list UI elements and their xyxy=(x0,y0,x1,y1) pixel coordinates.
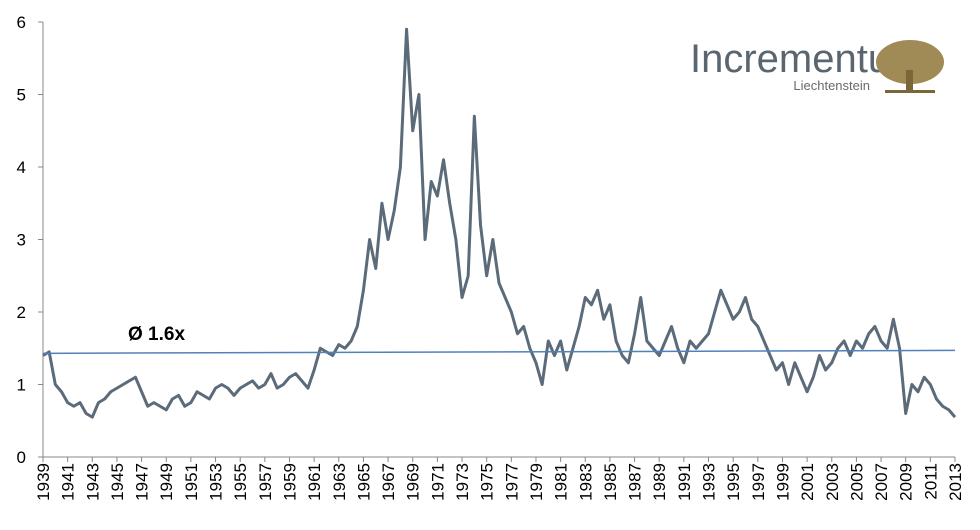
x-tick-label: 1981 xyxy=(552,463,571,501)
x-tick-label: 1995 xyxy=(724,463,743,501)
x-tick-label: 1991 xyxy=(675,463,694,501)
y-tick-label: 2 xyxy=(17,303,26,322)
x-tick-label: 1961 xyxy=(305,463,324,501)
x-tick-label: 1985 xyxy=(601,463,620,501)
annotation: Ø 1.6x xyxy=(128,324,185,345)
x-tick-label: 1977 xyxy=(502,463,521,501)
x-tick-label: 1941 xyxy=(59,463,78,501)
y-tick-label: 4 xyxy=(17,158,26,177)
y-tick-label: 5 xyxy=(17,86,26,105)
x-tick-label: 1967 xyxy=(379,463,398,501)
y-tick-label: 0 xyxy=(17,448,26,467)
x-tick-label: 1999 xyxy=(773,463,792,501)
x-tick-label: 1997 xyxy=(749,463,768,501)
x-tick-label: 2005 xyxy=(847,463,866,501)
logo-sub: Liechtenstein xyxy=(793,78,870,93)
x-tick-label: 2009 xyxy=(897,463,916,501)
x-tick-label: 1971 xyxy=(428,463,447,501)
x-tick-label: 1987 xyxy=(626,463,645,501)
x-tick-label: 1983 xyxy=(576,463,595,501)
x-tick-label: 2013 xyxy=(946,463,965,501)
x-tick-label: 1963 xyxy=(330,463,349,501)
x-tick-label: 1979 xyxy=(527,463,546,501)
x-tick-label: 1993 xyxy=(700,463,719,501)
x-tick-label: 1965 xyxy=(354,463,373,501)
x-tick-label: 2003 xyxy=(823,463,842,501)
x-tick-label: 1949 xyxy=(157,463,176,501)
x-tick-label: 1959 xyxy=(280,463,299,501)
x-tick-label: 1943 xyxy=(83,463,102,501)
x-tick-label: 2011 xyxy=(921,463,940,500)
x-tick-label: 1951 xyxy=(182,463,201,501)
x-tick-label: 1939 xyxy=(34,463,53,501)
x-tick-label: 1945 xyxy=(108,463,127,501)
average-line xyxy=(42,349,956,355)
y-tick-label: 3 xyxy=(17,231,26,250)
y-tick-label: 1 xyxy=(17,376,26,395)
x-tick-label: 1957 xyxy=(256,463,275,501)
logo-tree xyxy=(876,40,944,93)
x-tick-label: 1953 xyxy=(207,463,226,501)
x-tick-label: 1989 xyxy=(650,463,669,501)
x-tick-label: 1975 xyxy=(478,463,497,501)
x-tick-label: 2007 xyxy=(872,463,891,501)
x-tick-label: 1969 xyxy=(404,463,423,501)
x-tick-label: 2001 xyxy=(798,463,817,501)
x-tick-label: 1955 xyxy=(231,463,250,501)
data-line xyxy=(42,27,957,419)
x-tick-label: 1947 xyxy=(133,463,152,501)
x-tick-label: 1973 xyxy=(453,463,472,501)
y-tick-label: 6 xyxy=(17,13,26,32)
